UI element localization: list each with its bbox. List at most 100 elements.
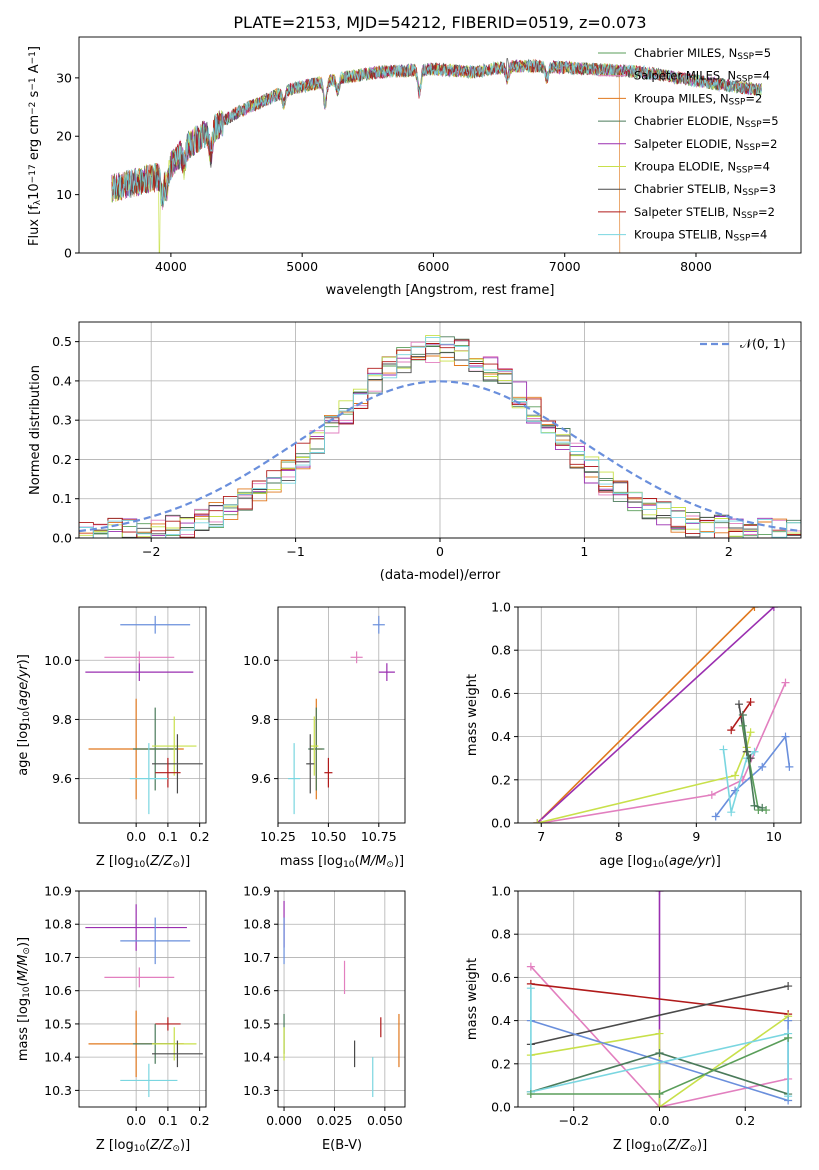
marker-chabrier_miles bbox=[784, 1033, 793, 1042]
label-part: SSP bbox=[736, 166, 753, 176]
y-tick-label: 0.2 bbox=[52, 452, 72, 467]
x-axis-label: age [log10(age/yr)] bbox=[599, 854, 721, 870]
x-axis-label: Z [log10(Z/Z⊙)] bbox=[96, 1138, 190, 1154]
marker-salpeter_miles bbox=[707, 790, 716, 799]
panel-mass_vs_ebv: 0.000 0.025 0.050 10.3 10.4 10.5 10.6 10.7 10.8 1… bbox=[243, 884, 406, 1153]
plot-area bbox=[111, 58, 762, 253]
marker-kroupa_miles bbox=[750, 607, 759, 611]
label-part: ⊙ bbox=[172, 1144, 180, 1154]
label-part: Flux [f bbox=[27, 205, 42, 246]
x-axis-label: mass [log10(M/M⊙)] bbox=[280, 854, 404, 870]
label-part: Salpeter STELIB, N bbox=[634, 205, 741, 219]
label-part: SSP bbox=[741, 211, 758, 221]
label-part: 10 bbox=[27, 183, 42, 200]
label-part: −1 bbox=[28, 77, 38, 90]
plot-area bbox=[85, 904, 203, 1098]
label-part: age/yr bbox=[16, 663, 31, 706]
label-part: Chabrier MILES, N bbox=[634, 46, 737, 60]
x-tick-label: 0.0 bbox=[126, 829, 146, 844]
x-tick-label: 7000 bbox=[549, 259, 581, 274]
legend-label-kroupa_stelib: Kroupa STELIB, NSSP=4 bbox=[634, 228, 767, 244]
x-tick-label: 9 bbox=[692, 829, 700, 844]
legend-label-chabrier_stelib: Chabrier STELIB, NSSP=3 bbox=[634, 182, 776, 198]
spectrum-line-salpeter_stelib bbox=[111, 58, 762, 201]
x-tick-label: 7 bbox=[537, 829, 545, 844]
label-part: 10 bbox=[134, 1144, 146, 1154]
label-part: Z [log bbox=[613, 1138, 651, 1153]
x-axis-label: E(B-V) bbox=[322, 1138, 362, 1153]
label-part: Z [log bbox=[96, 1138, 134, 1153]
marker-salpeter_miles bbox=[537, 819, 546, 823]
label-part: M/M bbox=[360, 854, 387, 869]
plot-area bbox=[283, 900, 400, 1098]
label-part: 10 bbox=[22, 711, 32, 723]
marker-kroupa_stelib bbox=[784, 1092, 793, 1101]
y-tick-label: 0.6 bbox=[491, 686, 511, 701]
y-tick-label: 0 bbox=[64, 246, 72, 261]
y-tick-label: 10.8 bbox=[44, 917, 72, 932]
label-part: )] bbox=[16, 937, 31, 947]
y-tick-label: 9.6 bbox=[52, 771, 72, 786]
axes-frame bbox=[277, 890, 406, 1108]
x-tick-label: 0.050 bbox=[367, 1113, 403, 1128]
label-part: 10 bbox=[134, 860, 146, 870]
y-tick-label: 0.0 bbox=[491, 1100, 511, 1115]
x-tick-label: 0.025 bbox=[317, 1113, 353, 1128]
x-tick-label: 0.1 bbox=[158, 829, 178, 844]
axes-frame bbox=[277, 606, 406, 824]
label-part: SSP bbox=[745, 120, 762, 130]
y-tick-label: 10.6 bbox=[243, 983, 271, 998]
y-tick-label: 0.8 bbox=[491, 643, 511, 658]
plot-area bbox=[79, 335, 801, 538]
label-part: Chabrier ELODIE, N bbox=[634, 114, 745, 128]
mass-weight-line-kroupa_stelib bbox=[530, 988, 789, 1097]
plot-area bbox=[85, 615, 203, 815]
label-part: SSP bbox=[737, 52, 754, 62]
marker-blue bbox=[711, 812, 720, 821]
marker-salpeter_stelib bbox=[727, 726, 736, 735]
y-axis-label: Flux [fλ10−17 erg cm−2 s−1 A−1] bbox=[27, 46, 43, 246]
x-axis-label: Z [log10(Z/Z⊙)] bbox=[613, 1138, 707, 1154]
label-part: Z/Z bbox=[666, 1138, 690, 1153]
marker-blue bbox=[784, 1016, 793, 1025]
label-part: 10 bbox=[652, 860, 664, 870]
label-part: )] bbox=[697, 1138, 707, 1153]
marker-chabrier_miles bbox=[738, 721, 747, 730]
panel-age_vs_Z: 0.0 0.1 0.29.69.810.0Z [log10(Z/Z⊙)]age [l… bbox=[16, 606, 210, 870]
label-part: −2 bbox=[28, 102, 38, 115]
y-tick-label: 0.8 bbox=[491, 927, 511, 942]
y-tick-label: 10 bbox=[56, 187, 72, 202]
label-part: Z/Z bbox=[149, 854, 173, 869]
label-part: 10 bbox=[343, 860, 355, 870]
x-tick-label: 0.0 bbox=[126, 1113, 146, 1128]
label-part: Salpeter ELODIE, N bbox=[634, 137, 744, 151]
mass-weight-line-salpeter_stelib bbox=[730, 701, 752, 731]
panel-age_vs_mass: 10.25 10.50 10.75 9.6 9.8 10.0 mass [log10(M/M… bbox=[243, 606, 406, 870]
y-tick-label: 10.4 bbox=[243, 1050, 271, 1065]
y-tick-label: 10.3 bbox=[243, 1083, 271, 1098]
y-tick-label: 0.3 bbox=[52, 413, 72, 428]
y-tick-label: 10.0 bbox=[44, 653, 72, 668]
panel-spectrum: 4000 5000 6000 7000 8000 0 10 20 30 wavelength [A… bbox=[27, 36, 802, 298]
y-tick-label: 10.6 bbox=[44, 983, 72, 998]
label-part: =5 bbox=[754, 46, 771, 60]
x-tick-label: 0.1 bbox=[158, 1113, 178, 1128]
histogram-kroupa_stelib bbox=[79, 337, 801, 538]
x-tick-label: 0.2 bbox=[190, 1113, 210, 1128]
legend-label-chabrier_miles: Chabrier MILES, NSSP=5 bbox=[634, 46, 771, 62]
marker-salpeter_stelib bbox=[746, 698, 755, 707]
y-tick-label: 10.9 bbox=[44, 884, 72, 899]
label-part: =4 bbox=[753, 69, 770, 83]
marker-kroupa_stelib bbox=[750, 747, 759, 756]
label-part: ( bbox=[355, 854, 360, 869]
label-part: Z/Z bbox=[149, 1138, 173, 1153]
axes-frame bbox=[78, 890, 207, 1108]
label-part: )] bbox=[394, 854, 404, 869]
label-part: )] bbox=[711, 854, 721, 869]
marker-salpeter_elodie bbox=[769, 607, 778, 611]
figure-title: PLATE=2153, MJD=54212, FIBERID=0519, z=0… bbox=[233, 13, 646, 32]
label-part: ( bbox=[16, 981, 31, 986]
y-tick-label: 0.4 bbox=[491, 1013, 511, 1028]
y-tick-label: 0.2 bbox=[491, 1056, 511, 1071]
label-part: SSP bbox=[729, 98, 746, 108]
